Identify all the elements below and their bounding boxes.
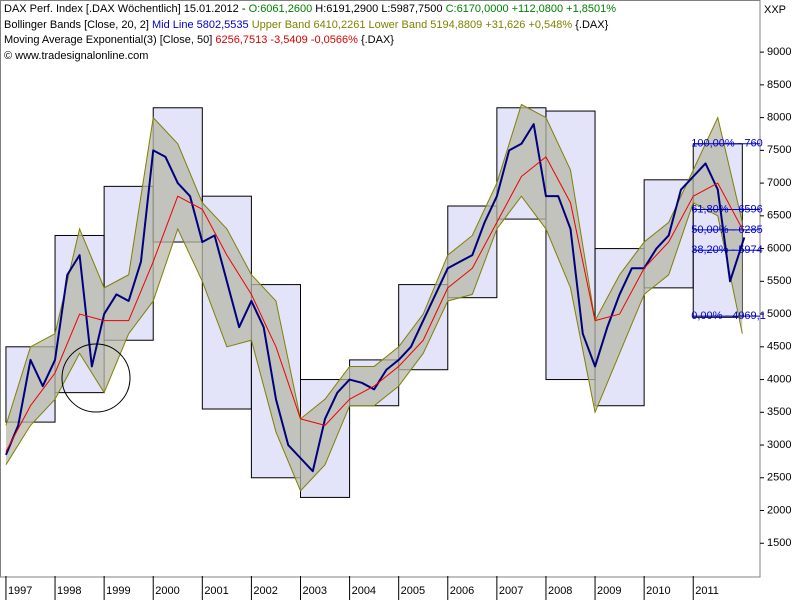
bollinger-band-fill [5, 104, 743, 491]
x-tick-label: 2003 [302, 585, 326, 597]
y-tick-label: 8500 [767, 79, 791, 91]
header-text: {.DAX} [575, 18, 609, 31]
header-text: DAX Perf. Index [.DAX Wöchentlich] 15.01… [4, 3, 246, 15]
y-tick-label: 1500 [767, 537, 791, 549]
y-tick-label: 3500 [767, 406, 791, 418]
header-text: Bollinger Bands [Close, 20, 2] [4, 18, 149, 31]
header-line: © www.tradesignalonline.com [4, 49, 616, 65]
header-text: Moving Average Exponential(3) [Close, 50… [4, 34, 213, 46]
x-tick-label: 2009 [597, 585, 621, 597]
y-tick-label: 2500 [767, 472, 791, 484]
header-text: O:6061,2600 [248, 3, 313, 15]
header-text: © www.tradesignalonline.com [4, 49, 149, 62]
fib-label: 50,00% - 6285 [691, 224, 763, 236]
y-tick-label: 5000 [767, 308, 791, 320]
annotation-circle [61, 343, 131, 413]
fib-label: 61,80% - 6596 [691, 203, 763, 215]
header-text: {.DAX} [360, 34, 394, 46]
y-tick-label: 4000 [767, 373, 791, 385]
y-tick-label: 7000 [767, 177, 791, 189]
header-text: H:6191,2900 L:5987,7500 [315, 3, 443, 15]
header-text: Mid Line 5802,5535 [151, 18, 249, 31]
x-tick-label: 2001 [204, 585, 228, 597]
x-tick-label: 2004 [352, 585, 376, 597]
x-tick-label: 1998 [57, 585, 81, 597]
y-tick-label: 9000 [767, 46, 791, 58]
header-text: C:6170,0000 +112,0800 +1,8501% [445, 3, 617, 15]
x-tick-label: 1997 [8, 585, 32, 597]
fib-label: 0,00% - 4969,1 [691, 310, 766, 322]
y-tick-label: 3000 [767, 439, 791, 451]
header-text: 6256,7513 -3,5409 -0,0566% [215, 34, 358, 46]
x-tick-label: 2006 [450, 585, 474, 597]
x-tick-label: 2002 [253, 585, 277, 597]
x-tick-label: 2010 [646, 585, 670, 597]
x-tick-label: 2005 [401, 585, 425, 597]
header-line: Moving Average Exponential(3) [Close, 50… [4, 33, 616, 49]
y-tick-label: 6000 [767, 242, 791, 254]
x-tick-label: 2007 [499, 585, 523, 597]
y-tick-label: 2000 [767, 504, 791, 516]
price-line [5, 123, 746, 473]
y-tick-label: 4500 [767, 341, 791, 353]
y-tick-label: 7500 [767, 144, 791, 156]
x-tick-label: 1999 [106, 585, 130, 597]
currency-label: XXP [764, 4, 786, 16]
x-tick-label: 2008 [548, 585, 572, 597]
header-line: DAX Perf. Index [.DAX Wöchentlich] 15.01… [4, 2, 616, 18]
lower-band [5, 195, 743, 492]
y-tick-label: 6500 [767, 210, 791, 222]
x-tick-label: 2011 [695, 585, 719, 597]
header-text: Upper Band 6410,2261 Lower Band 5194,880… [251, 18, 573, 31]
chart-header: DAX Perf. Index [.DAX Wöchentlich] 15.01… [4, 2, 616, 64]
y-tick-label: 8000 [767, 112, 791, 124]
upper-band [5, 103, 743, 426]
header-line: Bollinger Bands [Close, 20, 2] Mid Line … [4, 18, 616, 34]
y-tick-label: 5500 [767, 275, 791, 287]
ema-line [5, 156, 743, 452]
x-tick-label: 2000 [155, 585, 179, 597]
fib-label: 100,00% - 760 [691, 138, 763, 150]
fib-label: 38,20% - 5974 [691, 244, 763, 256]
